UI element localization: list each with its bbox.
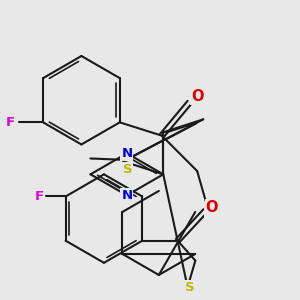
Text: F: F <box>5 116 14 129</box>
Text: S: S <box>205 203 216 218</box>
Text: S: S <box>185 280 195 294</box>
Text: S: S <box>123 163 133 176</box>
Text: O: O <box>206 200 218 215</box>
Text: N: N <box>121 147 132 160</box>
Text: F: F <box>34 190 44 203</box>
Text: O: O <box>191 89 203 104</box>
Text: N: N <box>121 189 132 202</box>
